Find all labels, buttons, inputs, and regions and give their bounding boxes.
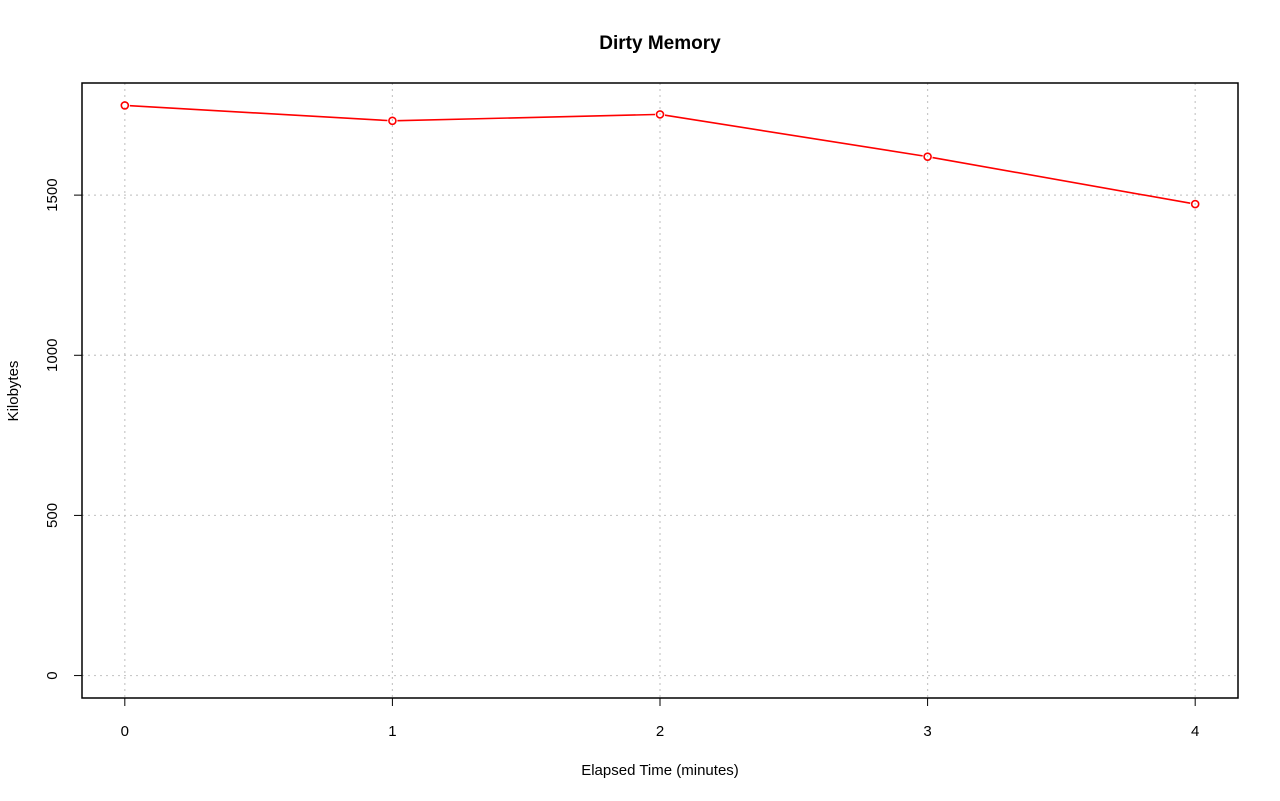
series-0-point-0 <box>120 101 130 110</box>
series-0-segment-1 <box>397 113 656 122</box>
y-tick-label-2: 1000 <box>44 339 61 372</box>
y-tick-label-3: 1500 <box>44 178 61 211</box>
y-tick-label-0: 0 <box>44 671 61 679</box>
x-tick-label-2: 2 <box>656 723 664 740</box>
x-tick-label-3: 3 <box>923 723 931 740</box>
x-tick-label-4: 4 <box>1191 723 1199 740</box>
series-0-segment-3 <box>932 156 1191 204</box>
x-tick-label-0: 0 <box>121 723 129 740</box>
x-tick-label-1: 1 <box>388 723 396 740</box>
y-tick-label-1: 500 <box>44 503 61 528</box>
axes: 0 1 2 3 4 0 500 1000 1500 <box>44 82 1239 740</box>
grid-lines <box>82 83 1238 698</box>
series-layer <box>120 101 1200 209</box>
chart-title: Dirty Memory <box>599 33 721 54</box>
series-0-segment-0 <box>129 104 388 122</box>
series-0-point-4 <box>1190 199 1200 209</box>
series-0-segment-2 <box>664 114 923 157</box>
series-0-point-1 <box>388 116 397 126</box>
series-0-point-3 <box>923 152 932 161</box>
x-axis-label: Elapsed Time (minutes) <box>581 762 739 779</box>
y-axis-label: Kilobytes <box>5 361 22 422</box>
series-0-point-2 <box>655 110 665 119</box>
